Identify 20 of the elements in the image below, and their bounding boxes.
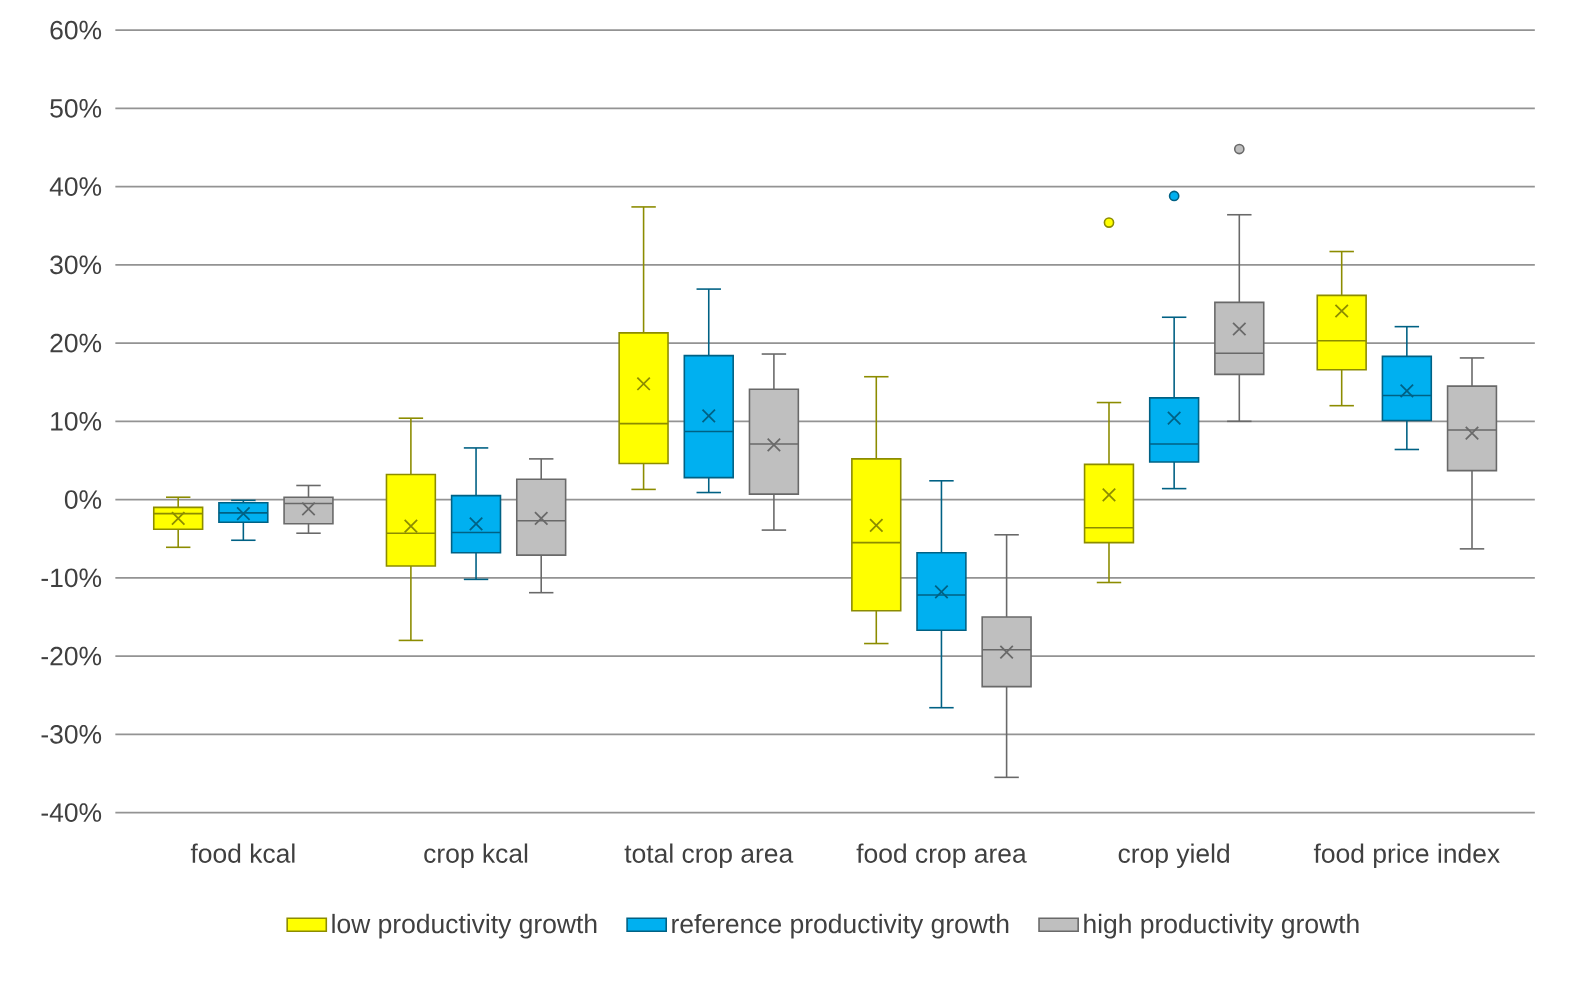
y-tick-label: 20% [50, 333, 102, 353]
y-tick-label: 40% [49, 177, 102, 196]
x-tick-label: food price index [1313, 843, 1500, 869]
legend-label: low productivity growth [332, 913, 597, 939]
legend-label: high productivity growth [1084, 913, 1359, 939]
y-tick-label: -30% [41, 724, 102, 744]
legend-label: reference productivity growth [672, 913, 1009, 939]
y-tick-label: 10% [51, 411, 102, 431]
y-tick-label: -40% [41, 803, 102, 822]
y-tick-label: -10% [41, 568, 102, 588]
y-tick-label: 30% [50, 255, 102, 275]
y-tick-label: 50% [50, 98, 102, 118]
x-tick-label: food kcal [190, 843, 295, 863]
y-tick-label: -20% [41, 646, 102, 666]
x-tick-label: crop yield [1118, 843, 1229, 869]
x-tick-label: crop kcal [424, 843, 528, 869]
y-tick-label: 0% [64, 490, 102, 509]
x-tick-label: food crop area [856, 843, 1027, 869]
x-tick-label: total crop area [624, 843, 794, 869]
y-tick-label: 60% [50, 20, 102, 40]
